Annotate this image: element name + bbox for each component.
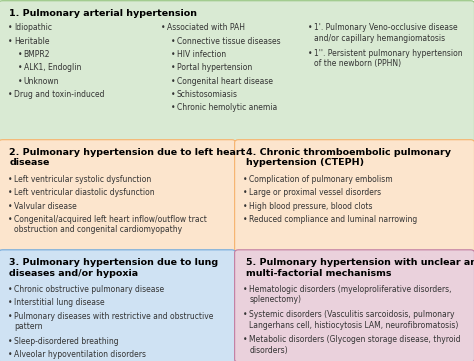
Text: Associated with PAH: Associated with PAH: [167, 23, 246, 32]
Text: •: •: [18, 77, 22, 86]
Text: Reduced compliance and luminal narrowing: Reduced compliance and luminal narrowing: [249, 215, 418, 224]
Text: Congenital heart disease: Congenital heart disease: [177, 77, 273, 86]
Text: Interstitial lung disease: Interstitial lung disease: [14, 298, 105, 307]
FancyBboxPatch shape: [0, 140, 236, 252]
Text: •: •: [8, 215, 12, 224]
Text: Portal hypertension: Portal hypertension: [177, 64, 252, 73]
Text: ALK1, Endoglin: ALK1, Endoglin: [24, 64, 81, 73]
Text: •: •: [8, 298, 12, 307]
Text: 5. Pulmonary hypertension with unclear and/or
multi-factorial mechanisms: 5. Pulmonary hypertension with unclear a…: [246, 258, 474, 278]
Text: Left ventricular diastolic dysfunction: Left ventricular diastolic dysfunction: [14, 188, 155, 197]
Text: 1. Pulmonary arterial hypertension: 1. Pulmonary arterial hypertension: [9, 9, 198, 18]
Text: •: •: [171, 77, 175, 86]
Text: •: •: [8, 312, 12, 321]
Text: •: •: [308, 49, 312, 58]
Text: Systemic disorders (Vasculitis sarcoidosis, pulmonary
Langerhans cell, histiocyt: Systemic disorders (Vasculitis sarcoidos…: [249, 310, 459, 330]
Text: Chronic hemolytic anemia: Chronic hemolytic anemia: [177, 104, 277, 113]
Text: •: •: [8, 23, 12, 32]
Text: Pulmonary diseases with restrictive and obstructive
pattern: Pulmonary diseases with restrictive and …: [14, 312, 214, 331]
Text: Hematologic disorders (myeloproliferative disorders,
splenectomy): Hematologic disorders (myeloproliferativ…: [249, 285, 452, 304]
Text: Schistosomiasis: Schistosomiasis: [177, 90, 238, 99]
Text: High blood pressure, blood clots: High blood pressure, blood clots: [249, 201, 373, 210]
Text: •: •: [8, 337, 12, 346]
Text: Congenital/acquired left heart inflow/outflow tract
obstruction and congenital c: Congenital/acquired left heart inflow/ou…: [14, 215, 207, 234]
Text: Chronic obstructive pulmonary disease: Chronic obstructive pulmonary disease: [14, 285, 164, 294]
Text: •: •: [161, 23, 165, 32]
Text: •: •: [243, 335, 247, 344]
Text: Alveolar hypoventilation disorders: Alveolar hypoventilation disorders: [14, 350, 146, 359]
Text: 1''. Persistent pulmonary hypertension
of the newborn (PPHN): 1''. Persistent pulmonary hypertension o…: [314, 49, 463, 68]
FancyBboxPatch shape: [0, 250, 236, 361]
Text: •: •: [243, 188, 247, 197]
Text: •: •: [243, 215, 247, 224]
Text: •: •: [8, 37, 12, 46]
Text: Complication of pulmonary embolism: Complication of pulmonary embolism: [249, 175, 393, 184]
Text: •: •: [8, 350, 12, 359]
Text: •: •: [8, 90, 12, 99]
FancyBboxPatch shape: [235, 250, 474, 361]
Text: Idiopathic: Idiopathic: [14, 23, 52, 32]
Text: •: •: [171, 50, 175, 59]
Text: 2. Pulmonary hypertension due to left heart
disease: 2. Pulmonary hypertension due to left he…: [9, 148, 246, 168]
Text: •: •: [243, 310, 247, 319]
Text: 3. Pulmonary hypertension due to lung
diseases and/or hypoxia: 3. Pulmonary hypertension due to lung di…: [9, 258, 219, 278]
Text: 4. Chronic thromboembolic pulmonary
hypertension (CTEPH): 4. Chronic thromboembolic pulmonary hype…: [246, 148, 450, 168]
Text: •: •: [8, 175, 12, 184]
Text: Sleep-disordered breathing: Sleep-disordered breathing: [14, 337, 119, 346]
Text: Left ventricular systolic dysfunction: Left ventricular systolic dysfunction: [14, 175, 152, 184]
Text: •: •: [308, 23, 312, 32]
Text: •: •: [243, 285, 247, 294]
Text: Drug and toxin-induced: Drug and toxin-induced: [14, 90, 105, 99]
Text: •: •: [171, 90, 175, 99]
Text: Heritable: Heritable: [14, 37, 50, 46]
FancyBboxPatch shape: [0, 1, 474, 142]
Text: Unknown: Unknown: [24, 77, 59, 86]
Text: •: •: [171, 104, 175, 113]
Text: •: •: [171, 64, 175, 73]
Text: Large or proximal vessel disorders: Large or proximal vessel disorders: [249, 188, 382, 197]
Text: Valvular disease: Valvular disease: [14, 201, 77, 210]
Text: •: •: [243, 175, 247, 184]
Text: BMPR2: BMPR2: [24, 50, 50, 59]
Text: •: •: [243, 201, 247, 210]
Text: HIV infection: HIV infection: [177, 50, 226, 59]
Text: •: •: [8, 285, 12, 294]
Text: Metabolic disorders (Glycogen storage disease, thyroid
disorders): Metabolic disorders (Glycogen storage di…: [249, 335, 461, 355]
Text: Connective tissue diseases: Connective tissue diseases: [177, 37, 281, 46]
Text: •: •: [8, 201, 12, 210]
Text: •: •: [18, 64, 22, 73]
Text: 1'. Pulmonary Veno-occlusive disease
and/or capillary hemangiomatosis: 1'. Pulmonary Veno-occlusive disease and…: [314, 23, 458, 43]
FancyBboxPatch shape: [235, 140, 474, 252]
Text: •: •: [171, 37, 175, 46]
Text: •: •: [8, 188, 12, 197]
Text: •: •: [18, 50, 22, 59]
